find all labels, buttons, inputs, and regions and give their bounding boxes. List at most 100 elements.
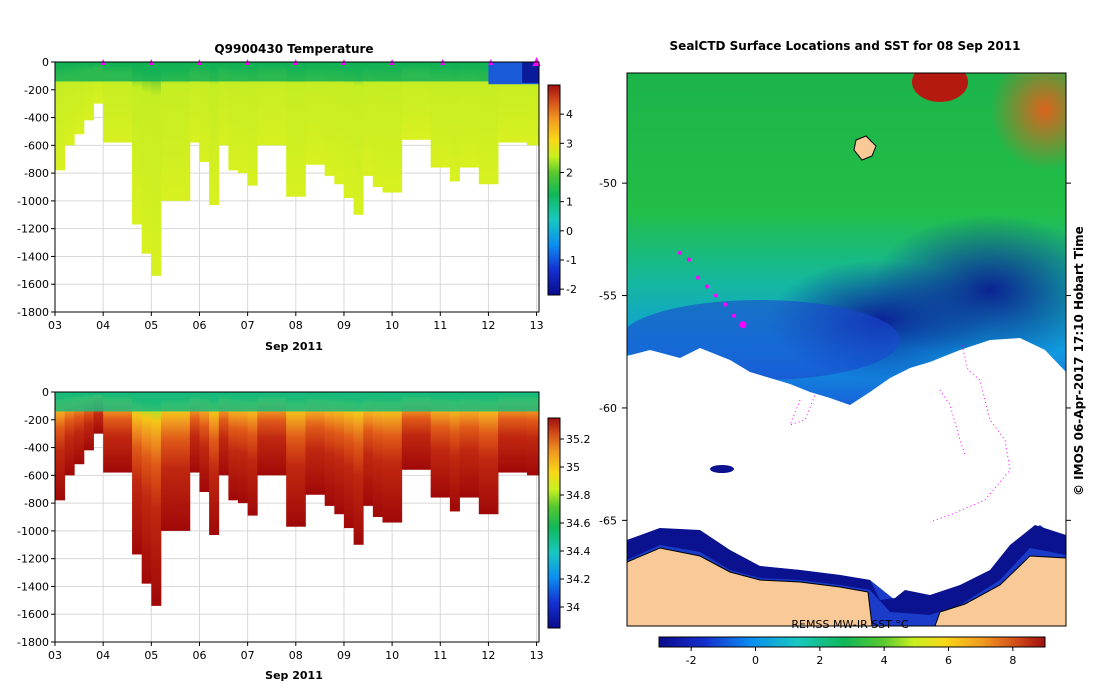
- sst-colorbar-tick-label: 4: [881, 654, 888, 667]
- temperature-colorbar: [547, 84, 561, 296]
- colorbar-tick-label: 35: [566, 461, 580, 474]
- profile-column: [440, 62, 451, 168]
- profile-column: [459, 62, 470, 168]
- profile-column: [343, 392, 354, 529]
- colorbar-tick-label: -2: [566, 283, 577, 296]
- sst-colorbar-tick-label: 6: [945, 654, 952, 667]
- profile-column: [160, 392, 171, 531]
- x-tick-label: 12: [481, 319, 495, 332]
- x-tick-label: 09: [337, 319, 351, 332]
- colorbar-tick-label: 1: [566, 196, 573, 209]
- profile-column: [286, 62, 297, 197]
- profile-column: [209, 62, 220, 206]
- map-latitude-axis: -50 -55 -60 -65: [599, 177, 1071, 527]
- profile-column: [266, 62, 277, 146]
- x-tick-label: 13: [530, 319, 544, 332]
- map-title: SealCTD Surface Locations and SST for 08…: [670, 39, 1021, 53]
- profile-column: [112, 62, 123, 143]
- island: [853, 135, 877, 161]
- seal-location: [732, 313, 736, 318]
- profile-column: [459, 392, 470, 498]
- x-tick-label: 12: [481, 649, 495, 662]
- profile-column: [141, 392, 152, 584]
- colorbar-tick-label: 3: [566, 137, 573, 150]
- profile-column: [526, 62, 537, 146]
- profile-column: [247, 392, 258, 516]
- profile-column: [469, 392, 480, 498]
- profile-column: [372, 392, 383, 517]
- salinity-y-axis: 0 -200 -400 -600 -800 -1000 -1200 -1400 -1600 -18…: [17, 386, 55, 649]
- profile-column: [353, 62, 364, 215]
- profile-column: [218, 62, 229, 146]
- lat-tick-label: -65: [599, 514, 617, 527]
- sea-ice: [627, 338, 1066, 605]
- y-tick-label: -1600: [17, 278, 49, 291]
- profile-column: [160, 62, 171, 201]
- salinity-surface-layer: [55, 392, 539, 412]
- x-tick-label: 06: [192, 319, 206, 332]
- y-tick-label: -800: [24, 167, 49, 180]
- seal-location: [687, 257, 691, 262]
- profile-column: [305, 62, 316, 165]
- y-tick-label: -800: [24, 497, 49, 510]
- y-tick-label: -1600: [17, 608, 49, 621]
- profile-column: [488, 392, 499, 515]
- profile-column: [305, 392, 316, 495]
- sst-field: [627, 73, 1066, 626]
- profile-column: [180, 392, 191, 531]
- profile-column: [449, 62, 460, 182]
- x-tick-label: 09: [337, 649, 351, 662]
- profile-column: [430, 62, 441, 168]
- profile-column: [295, 392, 306, 527]
- y-tick-label: -600: [24, 139, 49, 152]
- colorbar-tick-label: 34.6: [566, 517, 591, 530]
- profile-column: [189, 392, 200, 473]
- profile-column: [315, 392, 326, 495]
- colorbar-tick-label: 34: [566, 601, 580, 614]
- y-tick-label: 0: [42, 386, 49, 399]
- profile-column: [315, 62, 326, 165]
- seal-location: [723, 302, 727, 307]
- surface-layer: [55, 62, 539, 82]
- profile-column: [170, 62, 181, 201]
- profile-column: [411, 62, 422, 140]
- profile-column: [151, 62, 162, 276]
- sst-map-panel: SealCTD Surface Locations and SST for 08…: [599, 39, 1086, 667]
- profile-column: [392, 392, 403, 523]
- profile-column: [401, 392, 412, 470]
- profile-column: [103, 62, 114, 143]
- colorbar-tick-label: 35.2: [566, 433, 591, 446]
- profile-column: [507, 392, 518, 473]
- profile-column: [469, 62, 480, 168]
- profile-column: [478, 392, 489, 515]
- salinity-plot-frame: [54, 391, 540, 643]
- profile-column: [112, 392, 123, 473]
- profile-column: [228, 392, 239, 501]
- y-tick-label: -1400: [17, 250, 49, 263]
- profile-column: [343, 62, 354, 199]
- temperature-surface-layer: [55, 62, 539, 85]
- profile-column: [334, 62, 345, 185]
- salinity-colorbar: [547, 417, 561, 629]
- sst-colorbar-ticks: -2 0 2 4 6 8: [686, 647, 1016, 667]
- profile-column: [526, 392, 537, 476]
- profile-column: [411, 392, 422, 470]
- profile-column: [440, 392, 451, 498]
- x-tick-label: 06: [192, 649, 206, 662]
- x-tick-label: 05: [144, 649, 158, 662]
- warm-anomaly-north: [912, 73, 968, 102]
- temperature-y-axis: 0 -200 -400 -600 -800 -1000 -1200 -1400 -1600 -18…: [17, 56, 55, 319]
- temperature-x-label: Sep 2011: [265, 340, 323, 353]
- temperature-plot-frame: [54, 61, 540, 313]
- profile-column: [257, 392, 268, 476]
- profile-column: [103, 392, 114, 473]
- profile-column: [276, 392, 287, 476]
- salinity-x-label: Sep 2011: [265, 669, 323, 682]
- profile-column: [286, 392, 297, 527]
- profile-column: [507, 62, 518, 143]
- temperature-profiles: [55, 62, 539, 276]
- y-tick-label: -1000: [17, 195, 49, 208]
- temperature-title: Q9900430 Temperature: [214, 42, 373, 56]
- profile-column: [247, 62, 258, 186]
